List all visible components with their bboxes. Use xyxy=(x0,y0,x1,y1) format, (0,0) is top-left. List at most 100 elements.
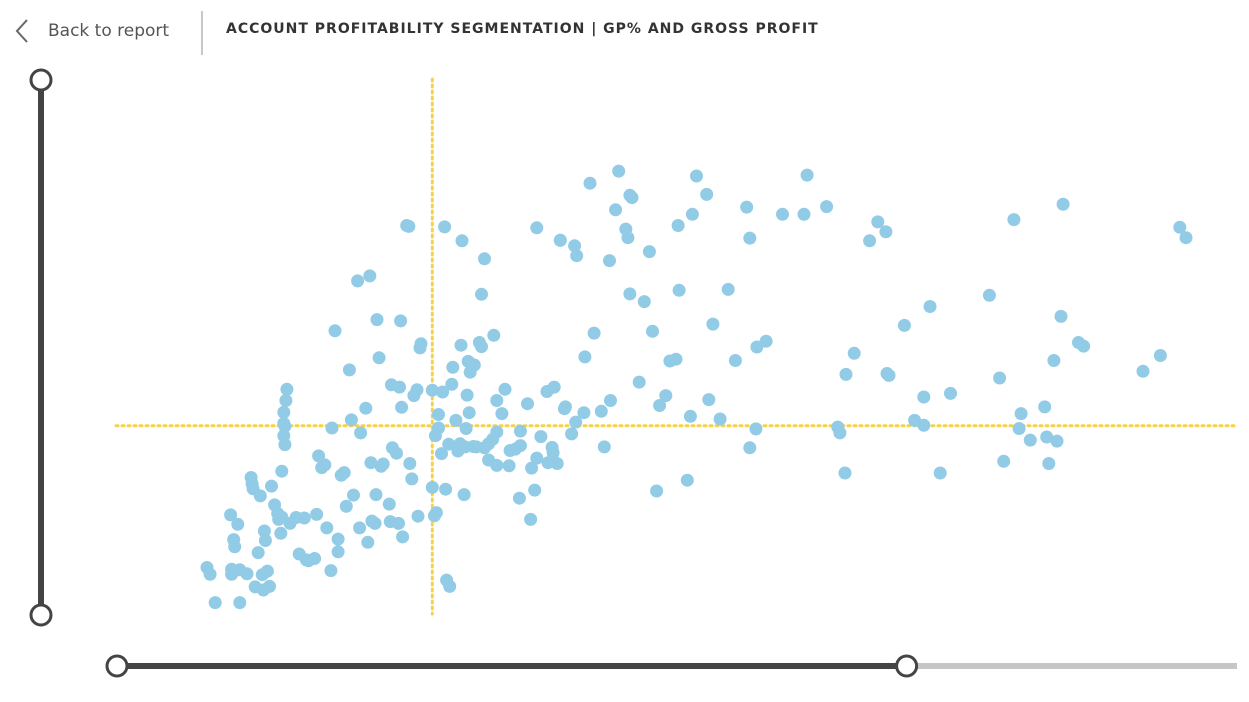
data-point[interactable] xyxy=(659,389,673,403)
data-point[interactable] xyxy=(443,579,457,593)
data-point[interactable] xyxy=(240,567,254,581)
data-point[interactable] xyxy=(339,499,353,513)
data-point[interactable] xyxy=(395,400,409,414)
data-point[interactable] xyxy=(390,446,403,460)
data-point[interactable] xyxy=(743,441,757,455)
data-point[interactable] xyxy=(278,419,292,433)
data-point[interactable] xyxy=(642,245,656,259)
data-point[interactable] xyxy=(414,337,428,351)
data-point[interactable] xyxy=(512,491,526,505)
data-point[interactable] xyxy=(460,388,474,402)
data-point[interactable] xyxy=(690,169,703,183)
data-point[interactable] xyxy=(1056,197,1070,211)
data-point[interactable] xyxy=(759,334,773,348)
data-point[interactable] xyxy=(253,489,267,503)
data-point[interactable] xyxy=(569,415,583,429)
data-point[interactable] xyxy=(203,567,217,581)
data-point[interactable] xyxy=(331,545,345,559)
data-point[interactable] xyxy=(396,530,410,544)
data-point[interactable] xyxy=(392,516,405,530)
data-point[interactable] xyxy=(490,425,504,439)
data-point[interactable] xyxy=(277,405,291,419)
data-point[interactable] xyxy=(310,507,324,521)
data-point[interactable] xyxy=(524,512,538,526)
data-point[interactable] xyxy=(671,219,685,232)
data-point[interactable] xyxy=(944,386,957,400)
data-point[interactable] xyxy=(208,596,222,610)
data-point[interactable] xyxy=(364,456,378,470)
data-point[interactable] xyxy=(403,457,417,470)
data-point[interactable] xyxy=(353,521,367,535)
data-point[interactable] xyxy=(231,517,245,531)
data-point[interactable] xyxy=(344,413,358,427)
data-point[interactable] xyxy=(478,252,491,266)
vertical-slider-bottom-handle[interactable] xyxy=(29,603,53,627)
data-point[interactable] xyxy=(436,385,450,399)
data-point[interactable] xyxy=(1014,407,1028,421)
vertical-slider-top-handle[interactable] xyxy=(29,68,53,92)
data-point[interactable] xyxy=(442,437,456,451)
data-point[interactable] xyxy=(680,473,694,487)
data-point[interactable] xyxy=(376,457,390,471)
data-point[interactable] xyxy=(683,409,697,423)
data-point[interactable] xyxy=(570,249,584,263)
data-point[interactable] xyxy=(603,254,616,268)
data-point[interactable] xyxy=(372,351,386,365)
data-point[interactable] xyxy=(565,427,579,441)
data-point[interactable] xyxy=(487,328,501,342)
data-point[interactable] xyxy=(646,324,659,338)
data-point[interactable] xyxy=(1023,433,1037,447)
data-point[interactable] xyxy=(308,552,322,565)
data-point[interactable] xyxy=(320,521,334,535)
data-point[interactable] xyxy=(1136,364,1150,378)
data-point[interactable] xyxy=(1050,434,1064,448)
data-point[interactable] xyxy=(833,426,847,440)
data-point[interactable] xyxy=(490,394,504,407)
back-to-report-button[interactable]: Back to report xyxy=(14,12,169,50)
data-point[interactable] xyxy=(435,447,448,461)
data-point[interactable] xyxy=(347,488,360,502)
data-point[interactable] xyxy=(325,421,339,435)
data-point[interactable] xyxy=(897,318,911,332)
data-point[interactable] xyxy=(749,422,763,436)
data-point[interactable] xyxy=(394,314,408,328)
data-point[interactable] xyxy=(361,535,375,549)
data-point[interactable] xyxy=(278,438,292,452)
data-point[interactable] xyxy=(776,207,789,221)
data-point[interactable] xyxy=(871,215,885,229)
data-point[interactable] xyxy=(838,466,852,480)
data-point[interactable] xyxy=(917,418,931,432)
data-point[interactable] xyxy=(297,511,311,525)
data-point[interactable] xyxy=(530,221,544,235)
data-point[interactable] xyxy=(625,191,639,205)
data-point[interactable] xyxy=(1007,213,1021,227)
data-point[interactable] xyxy=(612,164,626,178)
data-point[interactable] xyxy=(263,579,276,593)
data-point[interactable] xyxy=(382,497,396,511)
data-point[interactable] xyxy=(410,383,424,397)
data-point[interactable] xyxy=(454,338,468,352)
data-point[interactable] xyxy=(587,326,601,340)
data-point[interactable] xyxy=(265,479,278,493)
data-point[interactable] xyxy=(342,363,356,377)
data-point[interactable] xyxy=(432,408,445,421)
data-point[interactable] xyxy=(528,483,542,497)
data-point[interactable] xyxy=(445,377,459,391)
data-point[interactable] xyxy=(370,313,384,327)
data-point[interactable] xyxy=(275,464,289,478)
data-point[interactable] xyxy=(279,394,293,407)
data-point[interactable] xyxy=(393,380,406,394)
data-point[interactable] xyxy=(1042,457,1056,470)
data-point[interactable] xyxy=(577,406,591,420)
data-point[interactable] xyxy=(578,350,592,364)
data-point[interactable] xyxy=(1179,231,1193,245)
data-point[interactable] xyxy=(1153,349,1167,362)
data-point[interactable] xyxy=(224,508,238,522)
data-point[interactable] xyxy=(847,346,861,360)
data-point[interactable] xyxy=(700,187,714,201)
data-point[interactable] xyxy=(498,382,512,396)
data-point[interactable] xyxy=(457,488,471,502)
data-point[interactable] xyxy=(534,430,548,444)
data-point[interactable] xyxy=(467,358,481,372)
data-point[interactable] xyxy=(260,564,274,578)
